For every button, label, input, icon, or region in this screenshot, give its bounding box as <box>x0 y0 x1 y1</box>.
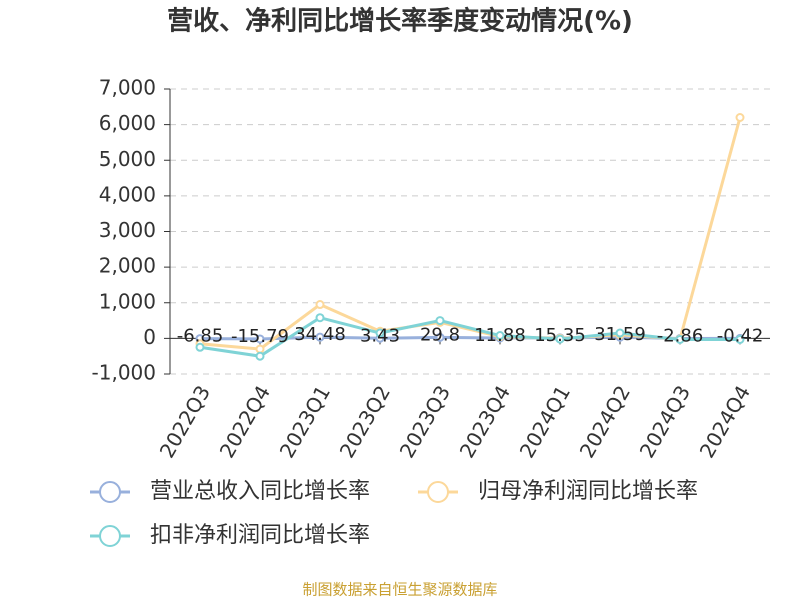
source-note: 制图数据来自恒生聚源数据库 <box>302 581 497 599</box>
legend-label: 归母净利润同比增长率 <box>478 479 698 504</box>
series-line <box>199 316 740 358</box>
y-tick-label: 7,000 <box>99 76 156 100</box>
x-tick-label: 2024Q1 <box>515 381 575 462</box>
legend-marker <box>427 481 449 503</box>
data-label: 15.35 <box>534 325 586 346</box>
y-tick-label: -1,000 <box>92 361 156 385</box>
y-tick-label: 2,000 <box>99 254 156 278</box>
data-point <box>435 316 445 326</box>
data-label: -6.85 <box>177 326 224 347</box>
y-tick-label: 4,000 <box>99 182 156 206</box>
legend-label: 营业总收入同比增长率 <box>150 479 370 504</box>
y-tick-label: 6,000 <box>99 111 156 135</box>
x-tick-label: 2022Q4 <box>215 381 275 462</box>
data-label: 3.43 <box>360 325 400 346</box>
x-tick-label: 2023Q1 <box>275 381 335 462</box>
data-label: 11.88 <box>474 325 526 346</box>
data-point <box>675 334 685 344</box>
y-tick-label: 0 <box>143 325 156 349</box>
x-tick-label: 2023Q3 <box>395 381 455 462</box>
x-tick-label: 2024Q4 <box>695 381 755 462</box>
data-label: 34.48 <box>294 324 346 345</box>
series-line <box>199 117 742 351</box>
data-point <box>735 113 745 122</box>
x-tick-label: 2022Q3 <box>155 381 215 462</box>
x-tick-label: 2024Q3 <box>635 381 695 462</box>
data-label: 31.59 <box>594 324 646 345</box>
data-label: 29.8 <box>420 324 460 345</box>
x-tick-label: 2023Q4 <box>455 381 515 462</box>
data-label: -0.42 <box>717 325 764 346</box>
data-point <box>435 332 445 342</box>
data-label: -2.86 <box>657 325 704 346</box>
x-tick-label: 2023Q2 <box>335 381 395 462</box>
y-tick-label: 5,000 <box>99 147 156 171</box>
y-tick-label: 3,000 <box>99 218 156 242</box>
data-point <box>255 334 265 344</box>
data-point <box>315 300 325 310</box>
data-point <box>255 351 265 361</box>
y-tick-label: 1,000 <box>99 289 156 313</box>
data-point <box>375 328 385 338</box>
data-point <box>735 334 745 344</box>
data-point <box>615 328 625 338</box>
data-label: -15.79 <box>231 326 289 347</box>
legend-label: 扣非净利润同比增长率 <box>150 523 370 548</box>
data-point <box>315 332 325 342</box>
data-point <box>495 331 505 341</box>
data-point <box>195 342 205 352</box>
data-point <box>315 313 325 323</box>
legend-marker <box>99 525 121 547</box>
chart-title: 营收、净利同比增长率季度变动情况(%) <box>167 6 633 37</box>
data-point <box>555 334 565 344</box>
x-tick-label: 2024Q2 <box>575 381 635 462</box>
legend-marker <box>99 481 121 503</box>
